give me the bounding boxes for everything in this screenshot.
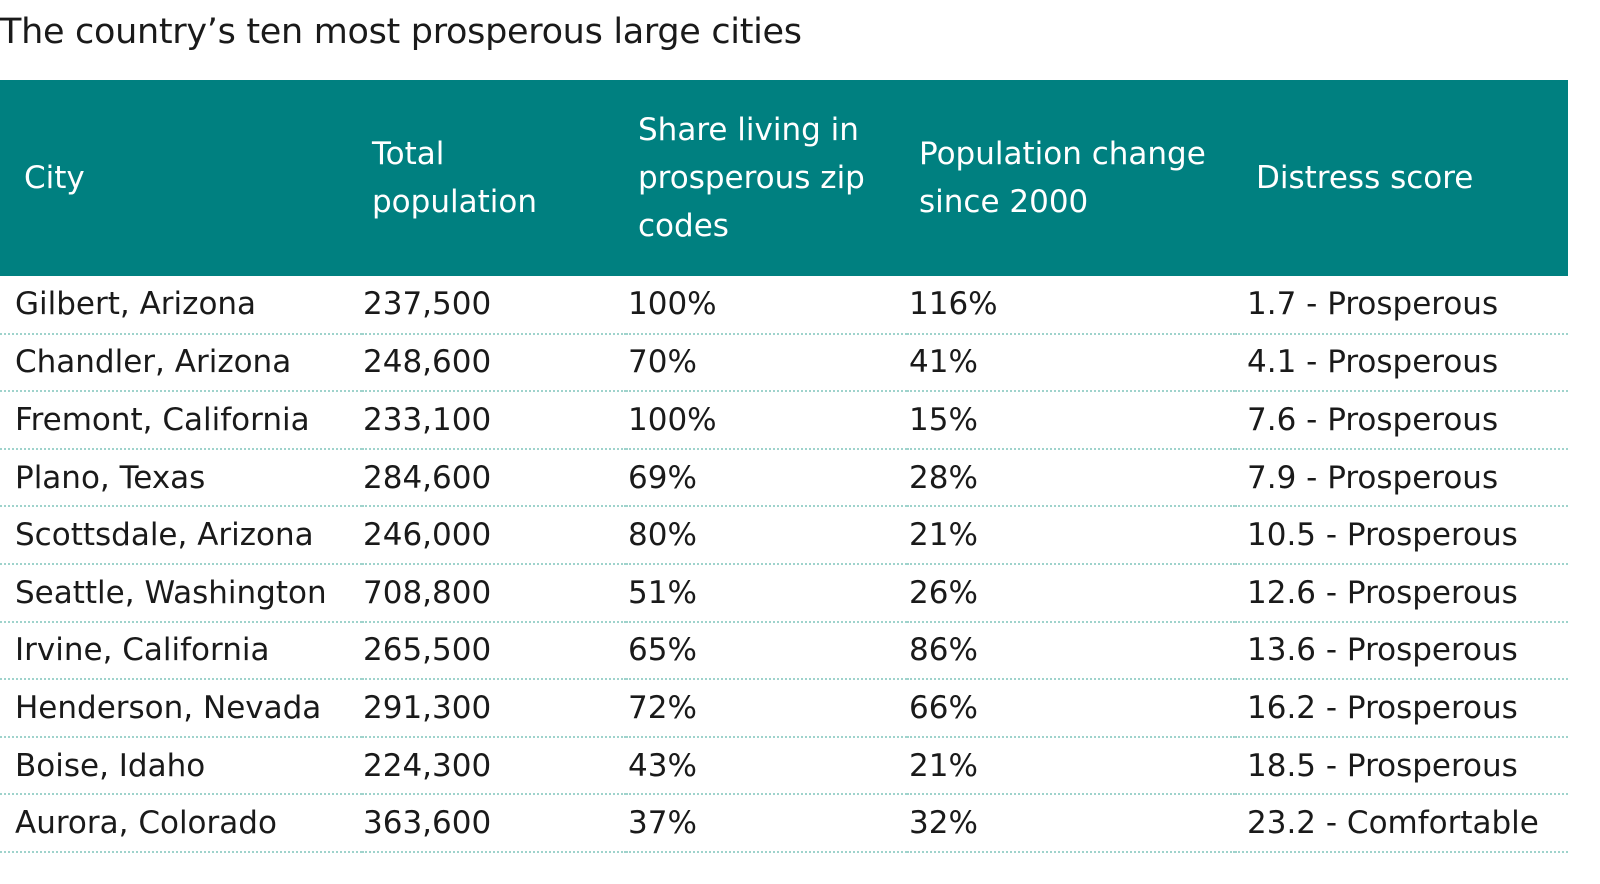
cell-total-population: 237,500 (363, 286, 492, 323)
cell-city: Irvine, California (15, 632, 270, 669)
cities-table: City Total population Share living in pr… (0, 80, 1568, 853)
cell-total-population: 284,600 (363, 459, 492, 496)
table-row: Scottsdale, Arizona 246,000 80% 21% 10.5… (0, 506, 1568, 564)
cell-distress-score: 7.6 - Prosperous (1247, 401, 1499, 438)
cell-population-change: 15% (909, 401, 978, 438)
cell-population-change: 21% (909, 517, 978, 554)
cell-distress-score: 18.5 - Prosperous (1247, 747, 1518, 784)
cell-share-prosperous: 72% (628, 689, 697, 726)
cell-share-prosperous: 69% (628, 459, 697, 496)
cell-population-change: 28% (909, 459, 978, 496)
cell-distress-score: 13.6 - Prosperous (1247, 632, 1518, 669)
table-row: Chandler, Arizona 248,600 70% 41% 4.1 - … (0, 334, 1568, 392)
cities-table-container: City Total population Share living in pr… (0, 80, 1568, 853)
header-row: City Total population Share living in pr… (0, 80, 1568, 276)
cell-share-prosperous: 80% (628, 517, 697, 554)
page-title: The country’s ten most prosperous large … (0, 12, 802, 52)
table-row: Aurora, Colorado 363,600 37% 32% 23.2 - … (0, 794, 1568, 852)
table-row: Plano, Texas 284,600 69% 28% 7.9 - Prosp… (0, 449, 1568, 507)
cell-total-population: 708,800 (363, 574, 492, 611)
cell-city: Chandler, Arizona (15, 344, 292, 381)
table-row: Gilbert, Arizona 237,500 100% 116% 1.7 -… (0, 276, 1568, 334)
cell-population-change: 21% (909, 747, 978, 784)
cell-distress-score: 1.7 - Prosperous (1247, 286, 1499, 323)
cell-city: Plano, Texas (15, 459, 206, 496)
cell-share-prosperous: 100% (628, 286, 717, 323)
column-header-total-population: Total population (372, 136, 537, 220)
cell-distress-score: 10.5 - Prosperous (1247, 517, 1518, 554)
cell-share-prosperous: 43% (628, 747, 697, 784)
cell-population-change: 86% (909, 632, 978, 669)
cell-total-population: 224,300 (363, 747, 492, 784)
cell-population-change: 116% (909, 286, 998, 323)
cell-total-population: 248,600 (363, 344, 492, 381)
cell-city: Henderson, Nevada (15, 689, 322, 726)
cell-share-prosperous: 100% (628, 401, 717, 438)
cell-city: Fremont, California (15, 401, 310, 438)
cell-share-prosperous: 37% (628, 805, 697, 842)
cell-city: Scottsdale, Arizona (15, 517, 314, 554)
column-header-share-prosperous: Share living in prosperous zip codes (638, 112, 865, 244)
cell-distress-score: 4.1 - Prosperous (1247, 344, 1499, 381)
cell-city: Seattle, Washington (15, 574, 327, 611)
cell-total-population: 265,500 (363, 632, 492, 669)
column-header-city: City (24, 160, 85, 196)
cell-city: Aurora, Colorado (15, 805, 277, 842)
cell-distress-score: 12.6 - Prosperous (1247, 574, 1518, 611)
cell-distress-score: 23.2 - Comfortable (1247, 805, 1539, 842)
table-row: Seattle, Washington 708,800 51% 26% 12.6… (0, 564, 1568, 622)
table-row: Irvine, California 265,500 65% 86% 13.6 … (0, 622, 1568, 680)
table-row: Boise, Idaho 224,300 43% 21% 18.5 - Pros… (0, 737, 1568, 795)
cell-total-population: 246,000 (363, 517, 492, 554)
cell-share-prosperous: 70% (628, 344, 697, 381)
cell-distress-score: 16.2 - Prosperous (1247, 689, 1518, 726)
cell-share-prosperous: 51% (628, 574, 697, 611)
cell-distress-score: 7.9 - Prosperous (1247, 459, 1499, 496)
cell-population-change: 32% (909, 805, 978, 842)
cell-share-prosperous: 65% (628, 632, 697, 669)
cell-total-population: 233,100 (363, 401, 492, 438)
table-row: Henderson, Nevada 291,300 72% 66% 16.2 -… (0, 679, 1568, 737)
cell-total-population: 291,300 (363, 689, 492, 726)
cell-city: Boise, Idaho (15, 747, 206, 784)
cell-city: Gilbert, Arizona (15, 286, 257, 323)
cell-population-change: 66% (909, 689, 978, 726)
column-header-population-change: Population change since 2000 (919, 136, 1206, 220)
cell-population-change: 26% (909, 574, 978, 611)
cell-total-population: 363,600 (363, 805, 492, 842)
table-body: Gilbert, Arizona 237,500 100% 116% 1.7 -… (0, 276, 1568, 852)
table-header: City Total population Share living in pr… (0, 80, 1568, 276)
cell-population-change: 41% (909, 344, 978, 381)
column-header-distress-score: Distress score (1256, 160, 1474, 196)
table-row: Fremont, California 233,100 100% 15% 7.6… (0, 391, 1568, 449)
